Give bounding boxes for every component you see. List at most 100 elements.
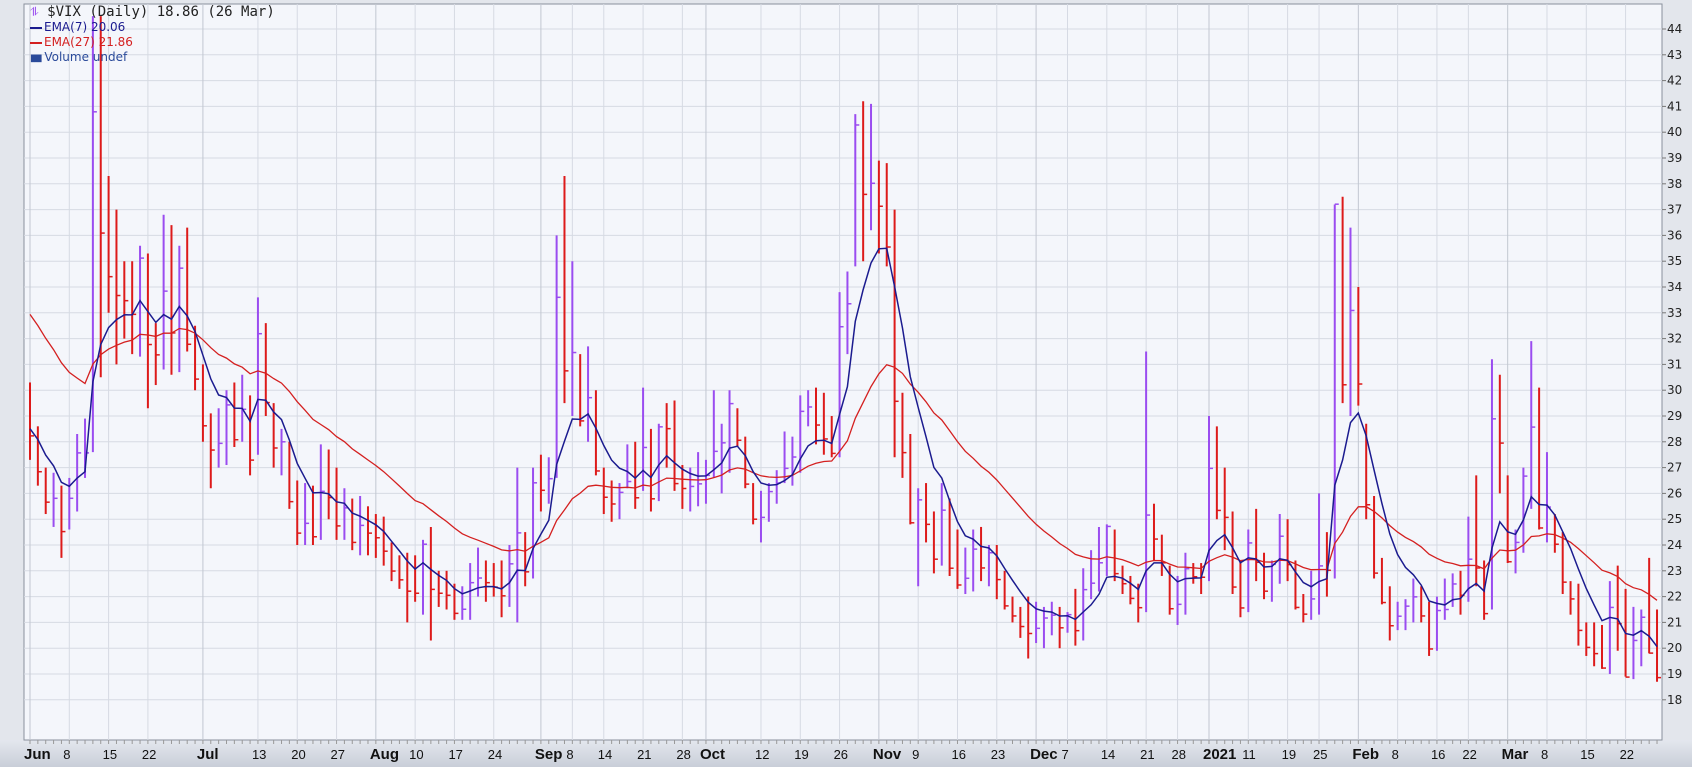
- price-bar: [390, 542, 396, 582]
- price-bar: [1420, 586, 1426, 623]
- price-bar: [36, 426, 42, 486]
- ema27-line: [29, 314, 1658, 601]
- price-bar: [107, 176, 113, 313]
- x-tick-label: 7: [1062, 747, 1069, 762]
- y-tick-label: 39: [1667, 151, 1682, 165]
- price-bar: [194, 325, 200, 391]
- price-bar: [359, 495, 365, 556]
- price-bar: [146, 253, 152, 409]
- price-bar: [398, 555, 404, 589]
- y-tick-label: 26: [1667, 486, 1682, 500]
- price-bar: [115, 209, 121, 365]
- price-bar: [1412, 578, 1418, 623]
- price-bar: [453, 583, 459, 620]
- volume-bars-icon: ▮▮▮: [30, 53, 42, 64]
- price-bar: [1506, 475, 1512, 564]
- price-bar: [1561, 532, 1567, 595]
- price-bar: [1553, 514, 1559, 553]
- price-bar: [256, 297, 262, 455]
- price-bar: [484, 560, 490, 602]
- price-bar: [123, 261, 129, 339]
- price-bar: [1302, 594, 1308, 623]
- price-bar: [1058, 606, 1064, 649]
- price-bar: [728, 390, 734, 473]
- price-bar: [1042, 606, 1048, 649]
- legend-ema27: EMA(27) 21.86: [44, 35, 133, 49]
- price-bar: [76, 434, 82, 512]
- y-tick-label: 27: [1667, 461, 1682, 475]
- price-bar: [1019, 606, 1025, 638]
- price-bar: [822, 392, 828, 455]
- price-bar: [579, 354, 585, 427]
- x-tick-label: Mar: [1502, 746, 1529, 763]
- price-bar: [225, 390, 231, 466]
- price-bar: [854, 114, 860, 267]
- price-bar: [1278, 514, 1284, 584]
- price-bar: [44, 467, 50, 515]
- x-tick-label: Jun: [24, 746, 51, 763]
- price-bar: [689, 467, 695, 512]
- x-tick-label: 20: [291, 747, 305, 762]
- price-bar: [587, 346, 593, 442]
- price-bar: [1585, 622, 1591, 656]
- legend-ema7: EMA(7) 20.06: [44, 20, 126, 34]
- price-bar: [1121, 565, 1127, 595]
- price-bar: [807, 390, 813, 427]
- x-tick-label: Dec: [1030, 746, 1058, 763]
- price-bar: [1380, 557, 1386, 605]
- x-axis-band: [0, 740, 1692, 767]
- price-bar: [304, 483, 310, 545]
- x-tick-label: 15: [1580, 747, 1594, 762]
- x-tick-label: 21: [637, 747, 651, 762]
- price-bar: [1105, 524, 1111, 576]
- price-bar: [1050, 601, 1056, 636]
- price-bar: [516, 467, 522, 623]
- price-bar: [532, 467, 538, 579]
- price-bar: [201, 364, 207, 442]
- price-bar: [272, 403, 278, 468]
- x-tick-label: 24: [488, 747, 502, 762]
- price-bar: [1152, 503, 1158, 561]
- price-bar: [178, 245, 184, 373]
- price-bar: [351, 498, 357, 551]
- price-bar: [335, 467, 341, 540]
- price-bar: [1294, 560, 1300, 610]
- price-bar: [1247, 529, 1253, 613]
- price-bar: [1467, 516, 1473, 602]
- price-bar: [60, 485, 66, 558]
- y-tick-label: 30: [1667, 383, 1682, 397]
- price-bar: [830, 416, 836, 458]
- price-bar: [524, 532, 530, 587]
- x-tick-label: 26: [834, 747, 848, 762]
- price-bar: [720, 423, 726, 494]
- price-bar: [862, 101, 868, 262]
- price-bar: [1601, 624, 1606, 669]
- price-bar: [99, 16, 105, 378]
- price-bar: [1538, 387, 1544, 530]
- price-bar: [1357, 287, 1363, 406]
- price-bar: [642, 387, 648, 491]
- price-bar: [555, 235, 561, 478]
- y-tick-label: 33: [1667, 306, 1682, 320]
- price-bar: [602, 467, 608, 515]
- y-tick-label: 37: [1667, 203, 1682, 217]
- x-tick-label: 16: [951, 747, 965, 762]
- price-bar: [995, 545, 1001, 600]
- price-bar: [571, 261, 577, 416]
- price-bar: [594, 390, 600, 476]
- x-tick-label: 8: [63, 747, 70, 762]
- x-tick-label: Aug: [370, 746, 399, 763]
- x-tick-label: 17: [448, 747, 462, 762]
- x-tick-label: 9: [912, 747, 919, 762]
- x-tick-label: 8: [566, 747, 573, 762]
- x-tick-label: 23: [991, 747, 1005, 762]
- price-bar: [1074, 588, 1080, 646]
- price-bar: [759, 490, 765, 543]
- price-bar: [956, 529, 962, 589]
- price-bar: [1082, 568, 1088, 641]
- price-bar: [1223, 467, 1229, 551]
- price-bar: [1451, 573, 1457, 607]
- price-bar: [893, 209, 899, 458]
- price-bar: [288, 441, 294, 509]
- x-tick-label: 22: [1462, 747, 1476, 762]
